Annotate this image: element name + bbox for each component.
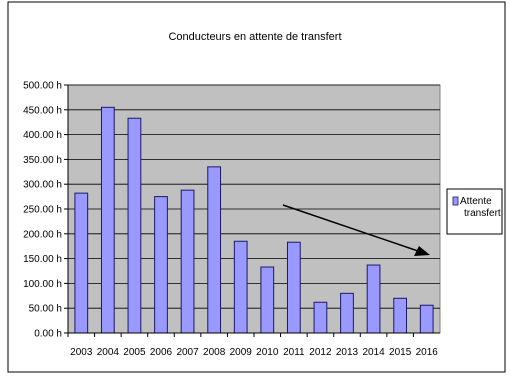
legend-label-line1: Attente (460, 196, 492, 207)
x-tick-label: 2010 (256, 347, 279, 358)
x-tick-label: 2014 (362, 347, 385, 358)
y-axis-tick-labels: 0.00 h 50.00 h 100.00 h 150.00 h 200.00 h 250… (23, 81, 68, 340)
bar-2013 (340, 292, 354, 334)
trend-arrow-line (282, 204, 419, 252)
bar-2014 (366, 264, 381, 334)
trend-arrow (282, 204, 430, 256)
x-tick-label: 2003 (70, 347, 93, 358)
x-tick-label: 2011 (283, 347, 305, 358)
bar-2012 (313, 301, 328, 334)
y-tick-label: 300.00 h (23, 180, 62, 191)
bar-2006 (154, 196, 168, 334)
y-tick-label: 100.00 h (23, 279, 62, 290)
y-tick-label: 200.00 h (23, 229, 62, 240)
bars (74, 106, 434, 334)
x-tick-label: 2008 (203, 347, 226, 358)
bar-2010 (260, 266, 275, 334)
y-tick-label: 0.00 h (34, 329, 62, 340)
y-tick-label: 150.00 h (23, 254, 62, 265)
x-tick-label: 2006 (150, 347, 173, 358)
bar-2015 (393, 297, 408, 334)
bar-2016 (419, 304, 434, 334)
y-tick-label: 250.00 h (23, 205, 62, 216)
legend-swatch (452, 196, 459, 206)
chart-title: Conducteurs en attente de transfert (168, 31, 341, 43)
y-tick-label: 400.00 h (23, 130, 62, 141)
y-tick-label: 50.00 h (29, 304, 62, 315)
bar-2005 (127, 117, 142, 334)
bar-2004 (100, 106, 115, 334)
bar-2008 (207, 166, 222, 334)
y-tick-label: 350.00 h (23, 155, 62, 166)
x-tick-label: 2009 (230, 347, 253, 358)
y-tick-label: 500.00 h (23, 81, 62, 92)
legend-label-line2: transfert (464, 208, 501, 219)
x-tick-label: 2005 (123, 347, 146, 358)
x-tick-label: 2015 (389, 347, 412, 358)
bar-2009 (233, 240, 248, 334)
x-tick-label: 2012 (309, 347, 332, 358)
bar-2003 (74, 192, 89, 334)
bar-2007 (180, 189, 195, 334)
x-tick-label: 2007 (176, 347, 199, 358)
x-tick-label: 2004 (97, 347, 120, 358)
bar-2011 (286, 241, 301, 334)
y-tick-label: 450.00 h (23, 105, 62, 116)
x-tick-label: 2013 (336, 347, 359, 358)
trend-arrow-head (414, 246, 430, 256)
legend: Attente transfert (446, 188, 503, 235)
x-axis-tick-labels: 2003 2004 2005 2006 2007 2008 2009 2010 2011 2012… (67, 333, 439, 358)
x-tick-label: 2016 (416, 347, 439, 358)
legend-box (446, 188, 503, 235)
